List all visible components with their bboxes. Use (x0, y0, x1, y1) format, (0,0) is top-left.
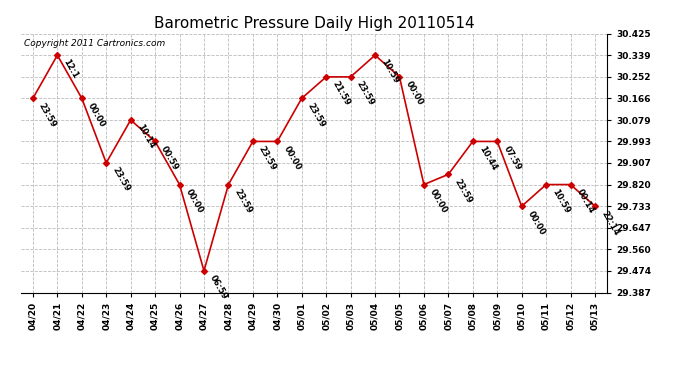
Text: 23:59: 23:59 (453, 177, 473, 205)
Text: 12:1: 12:1 (61, 58, 80, 81)
Text: 00:00: 00:00 (184, 188, 205, 214)
Text: 00:00: 00:00 (526, 209, 546, 236)
Text: 23:59: 23:59 (306, 101, 327, 129)
Text: 00:00: 00:00 (428, 188, 449, 214)
Text: 00:14: 00:14 (575, 188, 596, 215)
Text: 10:14: 10:14 (135, 123, 156, 150)
Text: 10:44: 10:44 (477, 144, 498, 172)
Text: Copyright 2011 Cartronics.com: Copyright 2011 Cartronics.com (23, 39, 165, 48)
Text: 00:00: 00:00 (86, 101, 107, 128)
Text: 10:59: 10:59 (550, 188, 571, 215)
Title: Barometric Pressure Daily High 20110514: Barometric Pressure Daily High 20110514 (154, 16, 474, 31)
Text: 23:59: 23:59 (110, 166, 132, 193)
Text: 23:59: 23:59 (355, 80, 376, 107)
Text: 21:59: 21:59 (331, 80, 351, 107)
Text: 00:00: 00:00 (404, 80, 424, 107)
Text: 06:59: 06:59 (208, 274, 229, 301)
Text: 23:59: 23:59 (37, 101, 58, 129)
Text: 23:59: 23:59 (257, 144, 278, 172)
Text: 00:00: 00:00 (282, 144, 302, 171)
Text: 00:59: 00:59 (159, 144, 180, 172)
Text: 10:59: 10:59 (380, 58, 400, 86)
Text: 23:59: 23:59 (233, 188, 254, 215)
Text: 07:59: 07:59 (502, 144, 522, 172)
Text: 22:14: 22:14 (599, 209, 620, 237)
